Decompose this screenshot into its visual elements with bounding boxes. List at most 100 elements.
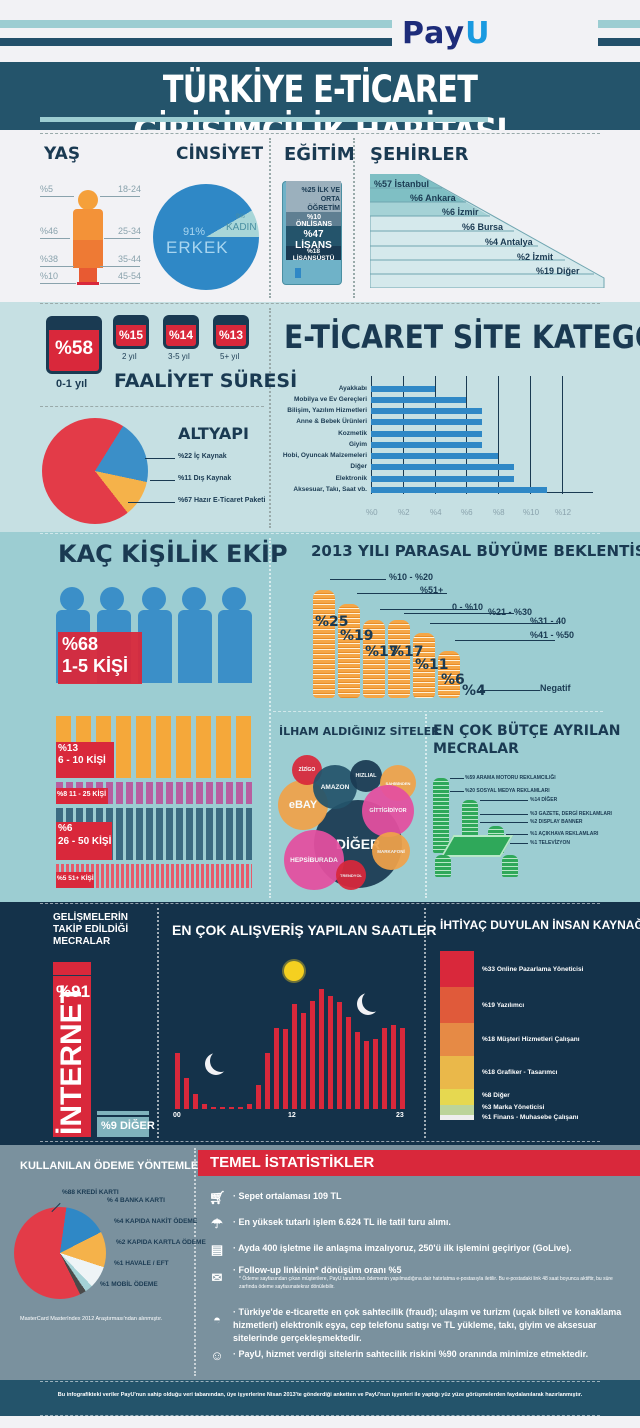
team-g2-label: 6 - 10 KİŞİ [58, 755, 106, 766]
other-bar-top [97, 1111, 149, 1115]
calendar-icon: %58 [46, 316, 102, 374]
edu-item: %47 LİSANS [295, 229, 332, 251]
city-item: %4 Antalya [485, 237, 533, 247]
bottom-margin [0, 1416, 640, 1428]
team-group-3-badge [56, 788, 108, 804]
calendar-icon: %15 [113, 315, 149, 349]
header-stripe [598, 38, 640, 46]
infrastructure-title: ALTYAPI [178, 424, 249, 443]
team-group-4-badge [56, 822, 112, 860]
stat-item: ☂ · En yüksek tutarlı işlem 6.624 TL ile… [211, 1217, 451, 1231]
age-range: 35-44 [118, 254, 142, 264]
age-range: 25-34 [118, 226, 142, 236]
divider [40, 903, 600, 904]
categories-title: E-TİCARET SİTE KATEGORİSİ [284, 318, 640, 356]
internet-bar-divider [53, 975, 91, 976]
bookmark-icon [295, 268, 301, 278]
edu-item: %18 LİSANSÜSTÜ [292, 248, 335, 262]
hours-axis-tick: 23 [396, 1112, 404, 1119]
stat-item: 🛒︎ · Sepet ortalaması 109 TL [209, 1190, 342, 1205]
header-stripe [0, 38, 392, 46]
divider [40, 1381, 600, 1382]
hr-item: %8 Diğer [482, 1092, 510, 1099]
divider [269, 308, 271, 528]
activity-title: FAALİYET SÜRESİ [114, 370, 298, 392]
payment-item: %1 HAVALE / EFT [114, 1260, 169, 1267]
female-pct: 9% [236, 214, 245, 220]
stat-item: ▤ · Ayda 400 işletme ile anlaşma imzalıy… [210, 1242, 572, 1257]
age-range: 18-24 [118, 184, 142, 194]
city-item: %19 Diğer [536, 266, 580, 276]
hr-item: %19 Yazılımcı [482, 1002, 525, 1009]
other-bar [97, 1117, 149, 1137]
internet-bar [53, 962, 91, 1137]
bubble-amazon: AMAZON [313, 765, 357, 809]
city-item: %6 Bursa [462, 222, 504, 232]
age-pct: %10 [40, 271, 59, 281]
city-item: %6 Ankara [410, 193, 456, 203]
umbrella-icon: ☂ [211, 1216, 223, 1231]
other-label: %9 DİĞER [101, 1120, 155, 1132]
title-underline [40, 117, 488, 122]
internet-label: İNTERNET [55, 985, 88, 1135]
age-pct: %38 [40, 254, 59, 264]
smile-icon: ☺ [210, 1348, 224, 1363]
hr-title: İHTİYAÇ DUYULAN İNSAN KAYNAĞI [440, 918, 640, 932]
team-g4-label: 26 - 50 KİŞİ [58, 836, 112, 847]
payment-item: %4 KAPIDA NAKİT ÖDEME [114, 1218, 198, 1225]
divider [194, 1148, 196, 1376]
city-item: %2 İzmit [517, 252, 554, 262]
envelope-icon: ✉ [211, 1270, 223, 1285]
hr-item: %3 Marka Yöneticisi [482, 1104, 545, 1111]
divider [273, 711, 603, 712]
divider [157, 908, 159, 1138]
activity-label: 2 yıl [122, 352, 137, 361]
team-group-5-badge [56, 872, 94, 888]
bubble-trendyol: TRENDYOL [336, 860, 366, 890]
male-label: ERKEK [166, 238, 229, 257]
footer-note: Bu infografikteki veriler PayU'nun sahip… [57, 1392, 583, 1398]
cities-triangle-chart [370, 174, 605, 288]
divider [269, 138, 271, 298]
team-g1-pct: %68 [62, 634, 99, 654]
inspiration-title: İLHAM ALDIĞINIZ SİTELER [279, 725, 440, 738]
stats-title-band [198, 1150, 640, 1176]
infra-item: %11 Dış Kaynak [178, 475, 232, 482]
gender-title: CİNSİYET [176, 144, 264, 164]
hr-item: %18 Grafiker - Tasarımcı [482, 1069, 558, 1076]
payment-source: MasterCard MasterIndex 2012 Araştırması'… [20, 1316, 163, 1322]
gender-pie-chart [153, 184, 259, 290]
tracking-title: GELİŞMELERİN TAKİP EDİLDİĞİ MECRALAR [53, 912, 129, 947]
age-pct: %46 [40, 226, 59, 236]
sun-icon [284, 961, 304, 981]
header-stripe [598, 20, 640, 28]
infra-item: %22 İç Kaynak [178, 453, 227, 460]
female-label: KADIN [226, 222, 257, 233]
internet-pct: %91 [56, 982, 91, 1001]
team-g1-label: 1-5 KİŞİ [62, 656, 129, 676]
age-range: 45-54 [118, 271, 142, 281]
city-item: %57 İstanbul [374, 179, 430, 189]
cities-title: ŞEHİRLER [370, 144, 469, 165]
activity-main-label: 0-1 yıl [56, 378, 88, 390]
hours-title: EN ÇOK ALIŞVERİŞ YAPILAN SAATLER [172, 922, 437, 938]
team-g3-label: %8 11 - 25 KİŞİ [57, 791, 107, 798]
payment-item: %2 KAPIDA KARTLA ÖDEME [116, 1239, 206, 1246]
stat-item: ☺ · PayU, hizmet verdiği sitelerin sahte… [210, 1348, 589, 1363]
team-group-2-badge [56, 742, 114, 778]
bubble-gittigidiyor: GİTTİGİDİYOR [362, 785, 414, 837]
divider [40, 133, 600, 134]
growth-title: 2013 YILI PARASAL BÜYÜME BEKLENTİSİ [311, 542, 640, 560]
age-title: YAŞ [44, 144, 81, 164]
stats-section [0, 1145, 640, 1380]
team-group-1-badge [58, 632, 142, 684]
divider [40, 1415, 600, 1416]
divider [353, 138, 355, 298]
edu-item: %25 İLK VE ORTA ÖĞRETİM [301, 187, 340, 212]
header-stripe [0, 20, 392, 28]
divider [40, 1141, 600, 1142]
stat-item: ✉ · Follow-up linkinin* dönüşüm oranı %5… [212, 1265, 628, 1291]
divider [425, 714, 427, 898]
hr-item: %18 Müşteri Hizmetleri Çalışanı [482, 1036, 580, 1043]
bubble-hepsiburada: HEPSİBURADA [284, 830, 344, 890]
